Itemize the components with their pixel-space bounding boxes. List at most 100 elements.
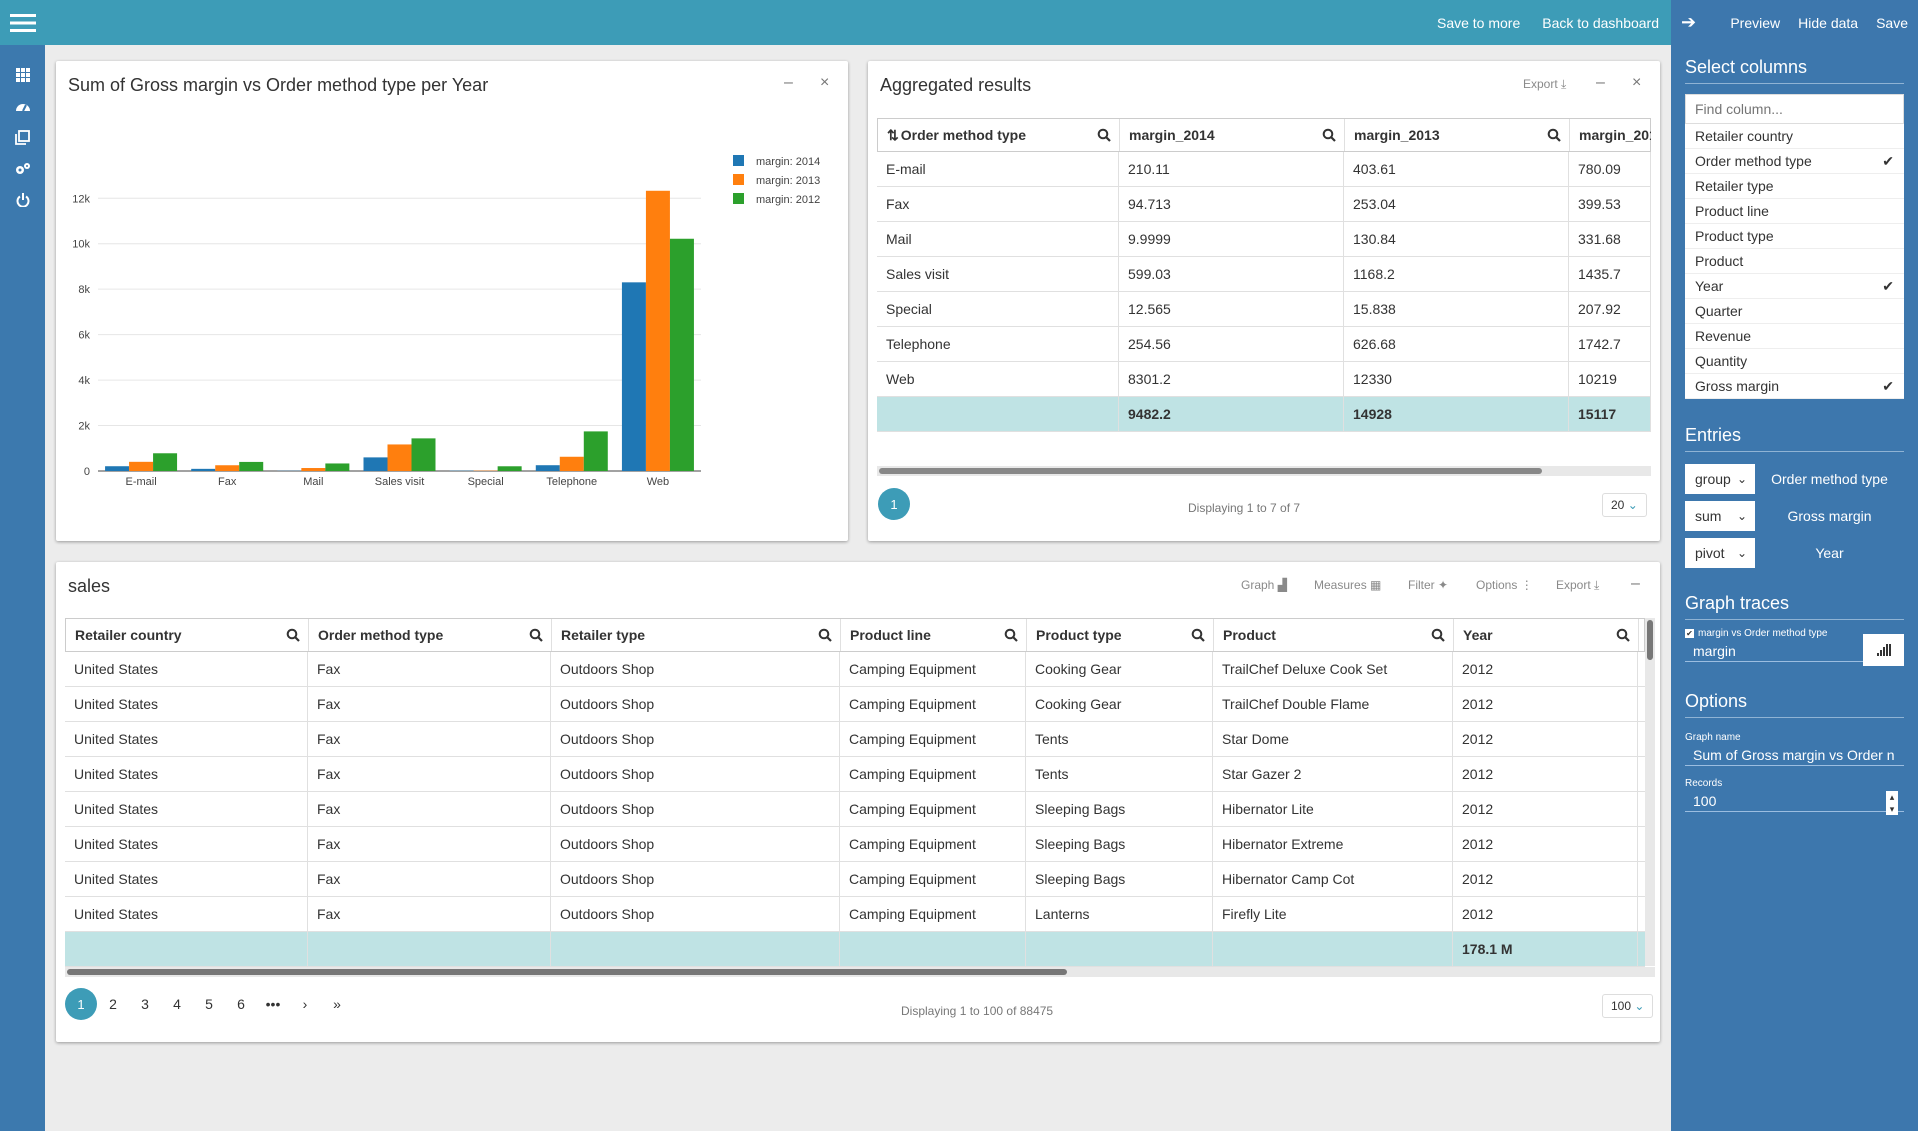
bar[interactable] xyxy=(215,465,240,471)
table-row[interactable]: Fax 94.713 253.04 399.53 xyxy=(877,187,1651,222)
page-size-select[interactable]: 20 ⌄ xyxy=(1602,493,1647,517)
column-header[interactable]: Retailer type xyxy=(552,619,841,651)
search-icon[interactable] xyxy=(1004,628,1018,642)
minimize-button[interactable]: – xyxy=(1596,74,1605,91)
table-row[interactable]: United States Fax Outdoors Shop Camping Equ… xyxy=(65,862,1645,897)
trace-input[interactable]: margin xyxy=(1685,641,1863,662)
options-button[interactable]: Options ⋮ xyxy=(1476,578,1533,592)
find-column-input[interactable] xyxy=(1685,94,1904,124)
column-header[interactable]: Order method type xyxy=(309,619,552,651)
bar[interactable] xyxy=(411,438,436,471)
column-option[interactable]: Retailer country xyxy=(1685,124,1904,149)
graph-button[interactable]: Graph ▟ xyxy=(1241,578,1287,592)
table-row[interactable]: Web 8301.2 12330 10219 xyxy=(877,362,1651,397)
column-option[interactable]: Retailer type xyxy=(1685,174,1904,199)
filter-button[interactable]: Filter ✦ xyxy=(1408,578,1448,592)
search-icon[interactable] xyxy=(286,628,300,642)
column-option[interactable]: Gross margin ✔ xyxy=(1685,374,1904,399)
table-row[interactable]: United States Fax Outdoors Shop Camping Equ… xyxy=(65,687,1645,722)
page-size-select[interactable]: 100 ⌄ xyxy=(1602,994,1654,1018)
graph-name-input[interactable]: Sum of Gross margin vs Order n xyxy=(1685,745,1904,766)
column-option[interactable]: Quarter xyxy=(1685,299,1904,324)
sort-icon[interactable]: ⇅ xyxy=(887,126,899,143)
page-3-button[interactable]: 3 xyxy=(141,996,149,1012)
minimize-button[interactable]: – xyxy=(1631,575,1640,592)
horizontal-scrollbar[interactable] xyxy=(877,466,1651,476)
bar[interactable] xyxy=(301,468,326,471)
measures-button[interactable]: Measures ▦ xyxy=(1314,578,1381,592)
column-header[interactable]: margin_201 xyxy=(1570,119,1651,151)
arrow-right-icon[interactable]: ➔ xyxy=(1681,12,1697,32)
table-row[interactable]: United States Fax Outdoors Shop Camping Equ… xyxy=(65,827,1645,862)
column-header[interactable]: ⇅ Order method type xyxy=(878,119,1120,151)
save-to-more-link[interactable]: Save to more xyxy=(1436,14,1521,31)
copy-icon[interactable] xyxy=(0,130,45,145)
column-option[interactable]: Product type xyxy=(1685,224,1904,249)
column-header[interactable]: Product line xyxy=(841,619,1027,651)
stepper-icon[interactable]: ▴ ▾ xyxy=(1886,791,1898,815)
search-icon[interactable] xyxy=(529,628,543,642)
table-row[interactable]: United States Fax Outdoors Shop Camping Equ… xyxy=(65,722,1645,757)
entry-mode-select[interactable]: pivot ⌄ xyxy=(1685,538,1755,568)
save-link[interactable]: Save xyxy=(1876,14,1908,31)
column-option[interactable]: Year ✔ xyxy=(1685,274,1904,299)
table-row[interactable]: United States Fax Outdoors Shop Camping Equ… xyxy=(65,792,1645,827)
search-icon[interactable] xyxy=(1191,628,1205,642)
bar[interactable] xyxy=(129,461,154,471)
bar[interactable] xyxy=(559,456,584,471)
column-option[interactable]: Product xyxy=(1685,249,1904,274)
export-button[interactable]: Export ⤓ xyxy=(1523,77,1566,92)
legend-entry[interactable]: margin: 2013 xyxy=(756,175,820,187)
entry-mode-select[interactable]: sum ⌄ xyxy=(1685,501,1755,531)
bar[interactable] xyxy=(497,466,522,471)
table-row[interactable]: E-mail 210.11 403.61 780.09 xyxy=(877,152,1651,187)
column-header[interactable]: margin_2013 xyxy=(1345,119,1570,151)
column-header[interactable]: Year xyxy=(1454,619,1639,651)
scrollbar-thumb[interactable] xyxy=(1647,620,1653,660)
bar-chart-icon[interactable] xyxy=(1863,634,1904,666)
search-icon[interactable] xyxy=(1322,128,1336,142)
hide-data-link[interactable]: Hide data xyxy=(1798,14,1859,31)
search-icon[interactable] xyxy=(1547,128,1561,142)
column-option[interactable]: Quantity xyxy=(1685,349,1904,374)
ellipsis-button[interactable]: ••• xyxy=(265,996,281,1012)
bar[interactable] xyxy=(239,461,264,471)
bar[interactable] xyxy=(363,457,388,471)
records-input[interactable]: 100 ▴ ▾ xyxy=(1685,791,1904,815)
preview-link[interactable]: Preview xyxy=(1730,14,1781,31)
gears-icon[interactable] xyxy=(0,162,45,176)
checkbox-icon[interactable]: ✔ xyxy=(1685,629,1694,638)
vertical-scrollbar[interactable] xyxy=(1645,618,1655,966)
table-row[interactable]: United States Fax Outdoors Shop Camping Equ… xyxy=(65,652,1645,687)
bar[interactable] xyxy=(325,463,350,471)
page-4-button[interactable]: 4 xyxy=(173,996,181,1012)
column-header[interactable]: Product type xyxy=(1027,619,1214,651)
back-to-dashboard-link[interactable]: Back to dashboard xyxy=(1542,14,1659,31)
table-row[interactable]: United States Fax Outdoors Shop Camping Equ… xyxy=(65,897,1645,932)
minimize-button[interactable]: – xyxy=(784,74,793,91)
column-option[interactable]: Order method type ✔ xyxy=(1685,149,1904,174)
table-row[interactable]: Mail 9.9999 130.84 331.68 xyxy=(877,222,1651,257)
search-icon[interactable] xyxy=(1616,628,1630,642)
bar[interactable] xyxy=(191,468,216,471)
column-option[interactable]: Product line xyxy=(1685,199,1904,224)
horizontal-scrollbar[interactable] xyxy=(65,967,1655,977)
table-row[interactable]: Sales visit 599.03 1168.2 1435.7 xyxy=(877,257,1651,292)
last-button[interactable]: » xyxy=(333,996,341,1012)
table-row[interactable]: Telephone 254.56 626.68 1742.7 xyxy=(877,327,1651,362)
page-1-button[interactable]: 1 xyxy=(65,988,97,1020)
bar[interactable] xyxy=(669,238,694,471)
bar[interactable] xyxy=(621,282,646,471)
bar[interactable] xyxy=(153,453,178,471)
search-icon[interactable] xyxy=(1431,628,1445,642)
trace-checkbox-row[interactable]: ✔ margin vs Order method type xyxy=(1685,628,1904,639)
bar[interactable] xyxy=(535,465,560,471)
export-button[interactable]: Export ⤓ xyxy=(1556,578,1599,593)
column-option[interactable]: Revenue xyxy=(1685,324,1904,349)
scrollbar-thumb[interactable] xyxy=(67,969,1067,975)
bar[interactable] xyxy=(105,466,130,471)
legend-entry[interactable]: margin: 2014 xyxy=(756,156,820,168)
table-row[interactable]: United States Fax Outdoors Shop Camping Equ… xyxy=(65,757,1645,792)
page-1-button[interactable]: 1 xyxy=(878,488,910,520)
close-button[interactable]: × xyxy=(1632,74,1642,91)
